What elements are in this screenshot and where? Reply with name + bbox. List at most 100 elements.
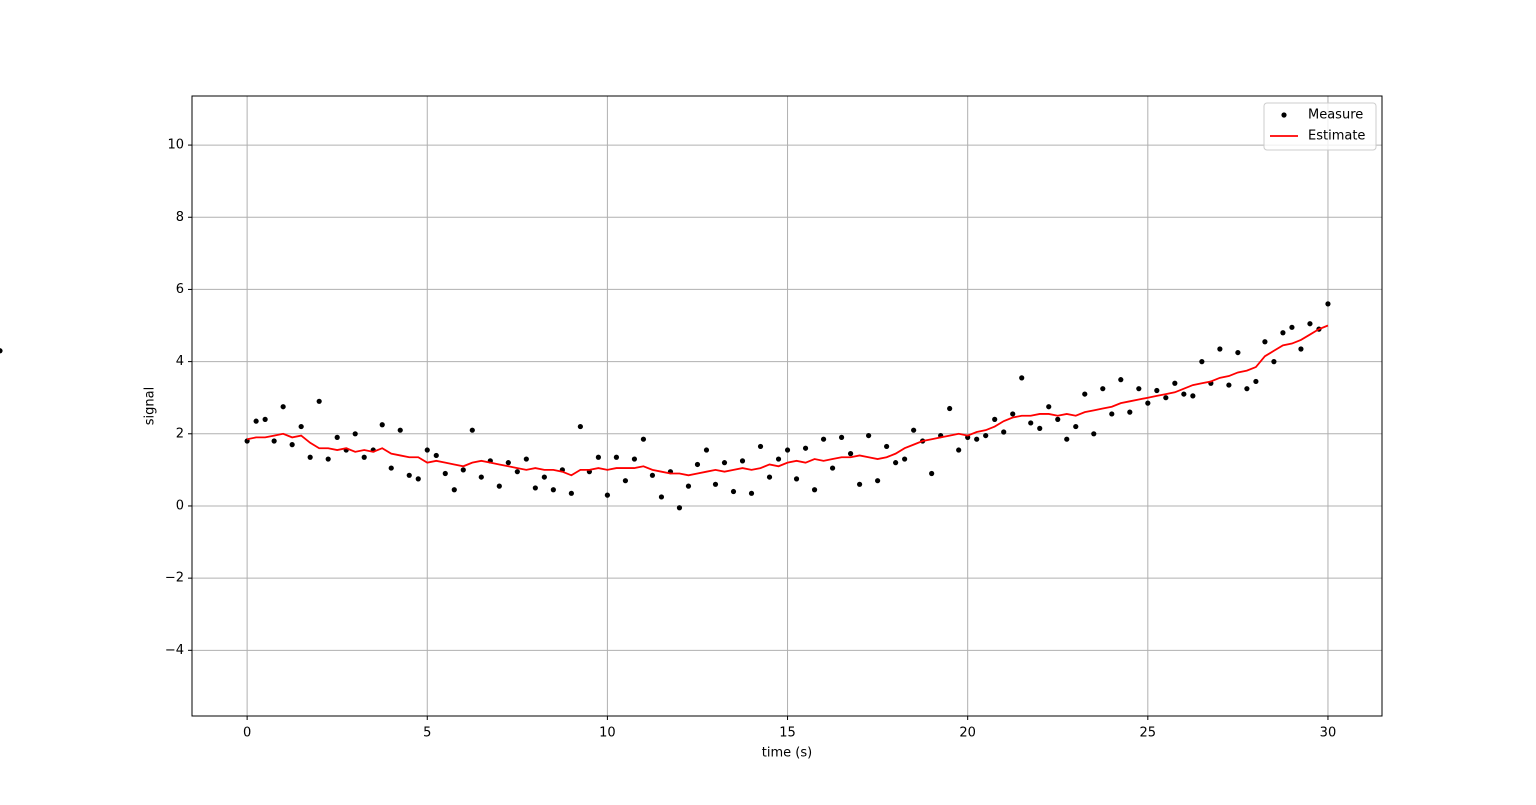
- data-point: [748, 490, 755, 496]
- data-point: [514, 469, 520, 475]
- line-series: [246, 324, 1329, 477]
- data-point: [289, 442, 295, 448]
- y-tick-label: 6: [176, 282, 184, 297]
- data-point: [1145, 400, 1151, 406]
- data-point: [974, 436, 980, 442]
- data-point: [433, 452, 439, 459]
- data-point: [469, 427, 475, 433]
- data-point: [983, 432, 989, 439]
- data-point: [280, 404, 286, 410]
- data-point: [1091, 431, 1097, 437]
- data-point: [451, 487, 457, 493]
- x-tick-label: 30: [1320, 726, 1337, 741]
- data-point: [568, 490, 574, 496]
- data-point: [577, 423, 583, 430]
- y-axis-label: signal: [143, 387, 158, 425]
- data-point: [496, 483, 502, 489]
- x-tick-label: 20: [959, 726, 976, 741]
- x-tick-label: 15: [779, 726, 796, 741]
- x-tick-label: 25: [1140, 726, 1157, 741]
- data-point: [0, 348, 3, 354]
- data-point: [1010, 411, 1016, 417]
- data-point: [1271, 359, 1277, 365]
- y-tick-label: 4: [176, 354, 184, 369]
- data-point: [1019, 375, 1025, 381]
- data-point: [1190, 393, 1196, 399]
- data-point: [1118, 377, 1124, 383]
- data-point: [640, 436, 647, 442]
- data-point: [334, 434, 340, 440]
- data-point: [397, 427, 403, 433]
- data-point: [1028, 420, 1034, 426]
- data-point: [1163, 395, 1169, 401]
- data-point: [875, 478, 881, 484]
- data-point: [902, 456, 908, 462]
- data-point: [1217, 346, 1223, 352]
- data-point: [992, 416, 998, 422]
- data-point: [649, 472, 656, 478]
- data-point: [911, 427, 917, 433]
- data-point: [1253, 378, 1259, 385]
- data-point: [595, 454, 601, 460]
- data-point: [1154, 387, 1160, 394]
- x-tick-label: 0: [243, 726, 251, 741]
- data-point: [757, 443, 764, 450]
- data-point: [784, 447, 791, 453]
- legend-label: Measure: [1308, 108, 1363, 123]
- data-point: [1172, 380, 1178, 386]
- data-point: [802, 445, 809, 451]
- data-point: [947, 405, 953, 412]
- data-point: [929, 470, 935, 477]
- data-point: [739, 458, 746, 464]
- data-point: [523, 456, 529, 462]
- data-point: [361, 454, 367, 460]
- data-point: [1127, 409, 1133, 415]
- data-point: [838, 434, 845, 440]
- plot-frame: [191, 95, 1383, 717]
- data-point: [1244, 386, 1250, 392]
- y-tick-label: −2: [165, 571, 184, 586]
- data-point: [298, 423, 304, 430]
- legend-marker: [1281, 112, 1287, 118]
- y-tick-label: 10: [167, 138, 184, 153]
- y-tick-label: 8: [176, 210, 184, 225]
- data-point: [613, 454, 620, 460]
- data-point: [505, 460, 511, 466]
- data-point: [631, 456, 638, 462]
- data-point: [1109, 411, 1115, 417]
- data-point: [379, 422, 385, 428]
- data-point: [316, 398, 322, 404]
- data-point: [307, 454, 313, 460]
- data-point: [478, 474, 484, 480]
- x-axis-label: time (s): [762, 746, 812, 761]
- data-point: [1082, 391, 1088, 397]
- data-point: [1001, 429, 1007, 435]
- data-point: [866, 432, 872, 439]
- y-tick-label: 0: [176, 498, 184, 513]
- data-point: [820, 436, 827, 442]
- data-point: [847, 451, 854, 457]
- data-point: [721, 460, 728, 466]
- data-point: [1064, 436, 1070, 442]
- y-tick-label: −4: [165, 643, 184, 658]
- data-point: [325, 456, 331, 462]
- data-point: [541, 474, 547, 480]
- data-point: [766, 474, 773, 480]
- data-point: [460, 467, 466, 473]
- x-tick-label: 5: [423, 726, 431, 741]
- data-point: [1037, 425, 1043, 431]
- data-point: [1280, 330, 1286, 336]
- data-point: [829, 465, 836, 471]
- data-point: [775, 456, 782, 462]
- data-point: [694, 461, 701, 468]
- data-point: [893, 460, 899, 466]
- data-point: [1262, 339, 1268, 345]
- data-point: [550, 487, 556, 493]
- data-point: [956, 447, 962, 453]
- data-point: [1307, 321, 1313, 327]
- data-point: [1136, 386, 1142, 392]
- data-point: [388, 465, 394, 471]
- data-point: [1226, 382, 1232, 388]
- data-point: [1298, 346, 1304, 352]
